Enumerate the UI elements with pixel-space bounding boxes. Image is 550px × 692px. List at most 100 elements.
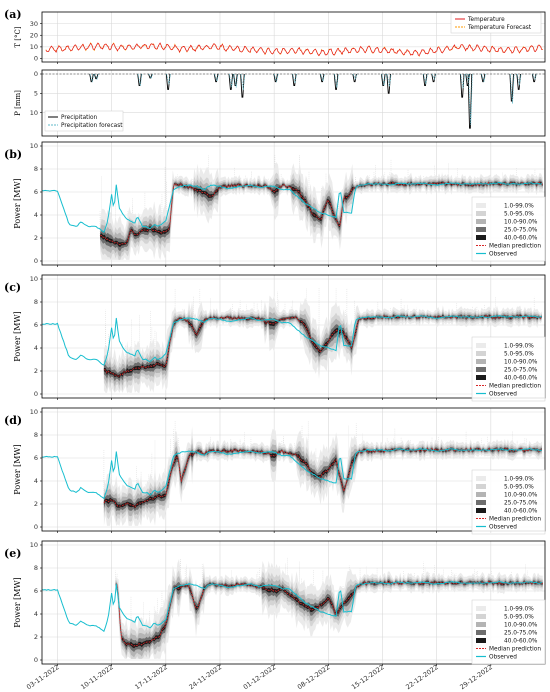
- y-tick-label: 10: [30, 142, 38, 150]
- y-tick-label: 0: [34, 523, 38, 531]
- y-tick-label: 2: [34, 633, 38, 641]
- precip-forecast-event: [89, 73, 95, 83]
- precip-event: [273, 73, 278, 83]
- precip-event: [467, 73, 473, 129]
- x-tick-label: 03-11-2022: [25, 663, 61, 691]
- precip-event: [319, 73, 325, 83]
- legend-swatch-10-90: [476, 492, 486, 497]
- y-tick-label: 2: [34, 234, 38, 242]
- precip-forecast-event: [386, 73, 392, 87]
- legend-label-temperature-forecast: Temperature Forecast: [467, 25, 532, 31]
- legend-swatch-10-90: [476, 219, 486, 224]
- y-tick-label: 4: [34, 344, 38, 352]
- y-axis-label: Power [MW]: [13, 178, 22, 228]
- legend-label-temperature: Temperature: [467, 17, 505, 23]
- panel-frame: [41, 69, 546, 137]
- y-axis-label: Power [MW]: [13, 444, 22, 494]
- legend-swatch-25-75: [476, 630, 486, 635]
- y-tick-label: 5: [34, 90, 38, 98]
- y-tick-label: 6: [34, 587, 38, 595]
- legend-label-observed: Observed: [489, 252, 517, 258]
- grid-layer: [42, 12, 545, 664]
- x-tick-label: 24-11-2022: [188, 663, 224, 691]
- precip-event: [516, 73, 521, 90]
- legend-swatch-5-95: [476, 484, 486, 489]
- observed-line: [41, 181, 543, 234]
- panel-label: (c): [4, 281, 21, 294]
- panel-frame: [41, 11, 546, 63]
- precip-forecast-event: [240, 73, 246, 91]
- y-axis-label: Power [MW]: [13, 311, 22, 361]
- y-tick-label: 6: [34, 321, 38, 329]
- legend-swatch-40-60: [476, 375, 486, 380]
- legend-swatch-10-90: [476, 359, 486, 364]
- median-prediction-line: [103, 447, 543, 508]
- precip-forecast-event: [292, 73, 298, 84]
- temperature-line: [45, 42, 543, 57]
- legend-label-band: 5.0-95.0%: [504, 352, 534, 358]
- temperature-forecast-line: [45, 42, 543, 57]
- x-tick-label: 29-12-2022: [458, 663, 494, 691]
- precip-event: [480, 73, 486, 83]
- legend-swatch-40-60: [476, 508, 486, 513]
- panel-frame: [41, 407, 546, 532]
- precip-event: [333, 73, 339, 90]
- precip-event: [381, 73, 386, 87]
- median-prediction-line: [115, 580, 543, 647]
- y-tick-label: 2: [34, 500, 38, 508]
- x-tick-label: 08-12-2022: [296, 663, 332, 691]
- precip-forecast-event: [431, 73, 437, 81]
- legend-swatch-40-60: [476, 638, 486, 643]
- precip-forecast-event: [468, 73, 473, 125]
- legend-box: [450, 12, 542, 34]
- precip-forecast-event: [532, 73, 537, 80]
- legend-label-median: Median prediction: [489, 384, 541, 390]
- observed-line: [41, 580, 542, 633]
- legend-label-precipitation: Precipitation: [61, 115, 98, 121]
- legend-swatch-5-95: [476, 614, 486, 619]
- x-tick-label: 17-11-2022: [133, 663, 169, 691]
- legend-swatch-1-99: [476, 203, 486, 208]
- y-axis-label: Power [MW]: [13, 577, 22, 627]
- legend-box: [44, 110, 124, 132]
- y-tick-label: 10: [30, 43, 38, 51]
- legend-label-observed: Observed: [489, 655, 517, 661]
- y-tick-label: 10: [30, 408, 38, 416]
- legend-label-band: 40.0-60.0%: [504, 376, 538, 382]
- legend-label-band: 10.0-90.0%: [504, 623, 538, 629]
- legend-label-band: 10.0-90.0%: [504, 360, 538, 366]
- precip-event: [213, 73, 219, 83]
- panel-label: (b): [4, 148, 22, 161]
- precip-forecast-event: [516, 73, 522, 86]
- legend-swatch-5-95: [476, 351, 486, 356]
- legend-swatch-5-95: [476, 211, 486, 216]
- legend-swatch-40-60: [476, 235, 486, 240]
- y-tick-label: 4: [34, 211, 38, 219]
- y-tick-label: 0: [34, 390, 38, 398]
- legend-swatch-10-90: [476, 622, 486, 627]
- precip-event: [422, 73, 428, 87]
- quantile-band-25-75: [100, 180, 543, 252]
- legend-swatch-1-99: [476, 476, 486, 481]
- y-axis-label: P [mm]: [14, 90, 22, 116]
- x-tick-label: 15-12-2022: [350, 663, 386, 691]
- precip-forecast-event: [423, 73, 428, 85]
- legend-label-band: 5.0-95.0%: [504, 615, 534, 621]
- median-prediction-line: [99, 181, 544, 246]
- legend-swatch-1-99: [476, 343, 486, 348]
- legend-label-band: 1.0-99.0%: [504, 344, 534, 350]
- legend-label-median: Median prediction: [489, 517, 541, 523]
- precip-event: [93, 73, 99, 80]
- legend-swatch-1-99: [476, 606, 486, 611]
- y-tick-label: 4: [34, 610, 38, 618]
- observed-line: [41, 314, 543, 366]
- panel-label: (d): [4, 414, 22, 427]
- precip-forecast-event: [94, 73, 99, 81]
- legend-label-band: 40.0-60.0%: [504, 509, 538, 515]
- legend-label-band: 40.0-60.0%: [504, 236, 538, 242]
- panel-label: (e): [4, 547, 21, 560]
- precip-forecast-event: [137, 73, 143, 86]
- precip-forecast-event: [273, 73, 279, 83]
- frame-layer: [40, 11, 546, 666]
- precip-forecast-event: [334, 73, 339, 88]
